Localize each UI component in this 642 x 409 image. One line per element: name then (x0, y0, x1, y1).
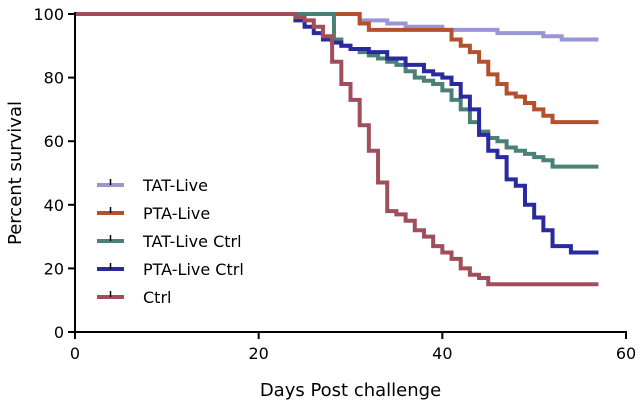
legend-label: PTA-Live (143, 204, 210, 223)
y-tick-label: 0 (54, 323, 64, 342)
series-line-1 (75, 12, 599, 125)
legend-item-0: TAT-Live (97, 176, 208, 195)
x-tick-label: 0 (70, 344, 80, 363)
series-line-0 (75, 12, 599, 42)
plot-area (75, 12, 599, 287)
x-tick-label: 60 (616, 344, 636, 363)
legend-item-1: PTA-Live (97, 204, 210, 223)
series-line-4 (75, 12, 599, 287)
legend-item-4: Ctrl (97, 288, 171, 307)
legend-label: TAT-Live (142, 176, 208, 195)
x-axis-title: Days Post challenge (260, 380, 441, 401)
y-tick-label: 60 (44, 132, 64, 151)
x-tick-label: 20 (248, 344, 268, 363)
series-line-3 (75, 12, 599, 255)
legend-item-3: PTA-Live Ctrl (97, 260, 244, 279)
y-tick-label: 20 (44, 259, 64, 278)
legend-label: TAT-Live Ctrl (142, 232, 242, 251)
legend: TAT-Live PTA-Live TAT-Live Ctrl PTA-Live Ct… (97, 176, 244, 307)
y-tick-label: 100 (33, 5, 64, 24)
y-tick-label: 40 (44, 196, 64, 215)
y-axis-title: Percent survival (5, 101, 26, 245)
x-tick-label: 40 (432, 344, 452, 363)
legend-label: Ctrl (143, 288, 171, 307)
legend-item-2: TAT-Live Ctrl (97, 232, 242, 251)
y-tick-label: 80 (44, 69, 64, 88)
axes: 0 20 40 60 80 100 0 20 40 60 (33, 5, 636, 363)
legend-label: PTA-Live Ctrl (143, 260, 244, 279)
series-line-2 (75, 12, 599, 169)
